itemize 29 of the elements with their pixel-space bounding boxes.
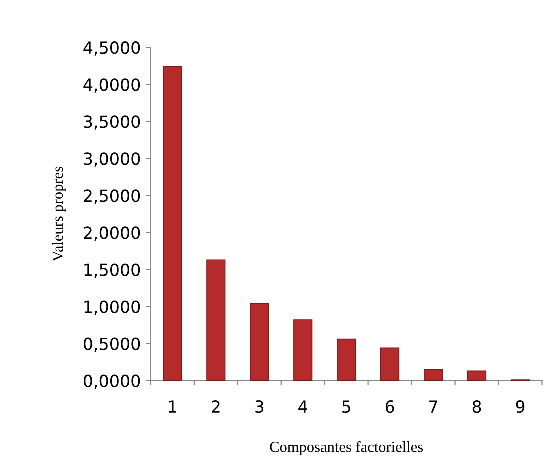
y-tick-label: 4,0000 [84, 78, 140, 93]
bar [206, 260, 226, 382]
bar [380, 348, 400, 382]
x-tick-label: 8 [472, 400, 482, 414]
y-tick-label: 3,0000 [84, 152, 140, 167]
y-tick-label: 2,0000 [84, 226, 140, 241]
y-tick-label: 1,5000 [84, 264, 140, 278]
x-tick-label: 7 [430, 400, 438, 413]
y-tick-label: 2,5000 [84, 190, 140, 204]
x-tick-label: 3 [256, 400, 264, 414]
x-tick-label: 9 [516, 400, 525, 414]
y-tick-label: 3,5000 [84, 116, 140, 130]
y-axis-title: Valeurs propres [52, 167, 66, 262]
x-tick-label: 5 [342, 400, 350, 414]
bar [163, 66, 182, 382]
bar [424, 369, 444, 382]
x-tick-label: 4 [298, 400, 308, 413]
x-axis-title: Composantes factorielles [270, 441, 424, 456]
bar [467, 370, 487, 382]
x-tick-label: 6 [386, 400, 394, 414]
bar [337, 338, 356, 382]
y-tick-label: 0,0000 [84, 374, 140, 390]
x-tick-label: 2 [212, 400, 220, 413]
y-tick-label: 0,5000 [84, 338, 140, 352]
bar [250, 303, 270, 382]
x-tick-label: 1 [169, 400, 176, 413]
y-tick-label: 4,5000 [84, 42, 140, 56]
bar [294, 320, 313, 382]
y-tick-label: 1,0000 [84, 300, 140, 316]
